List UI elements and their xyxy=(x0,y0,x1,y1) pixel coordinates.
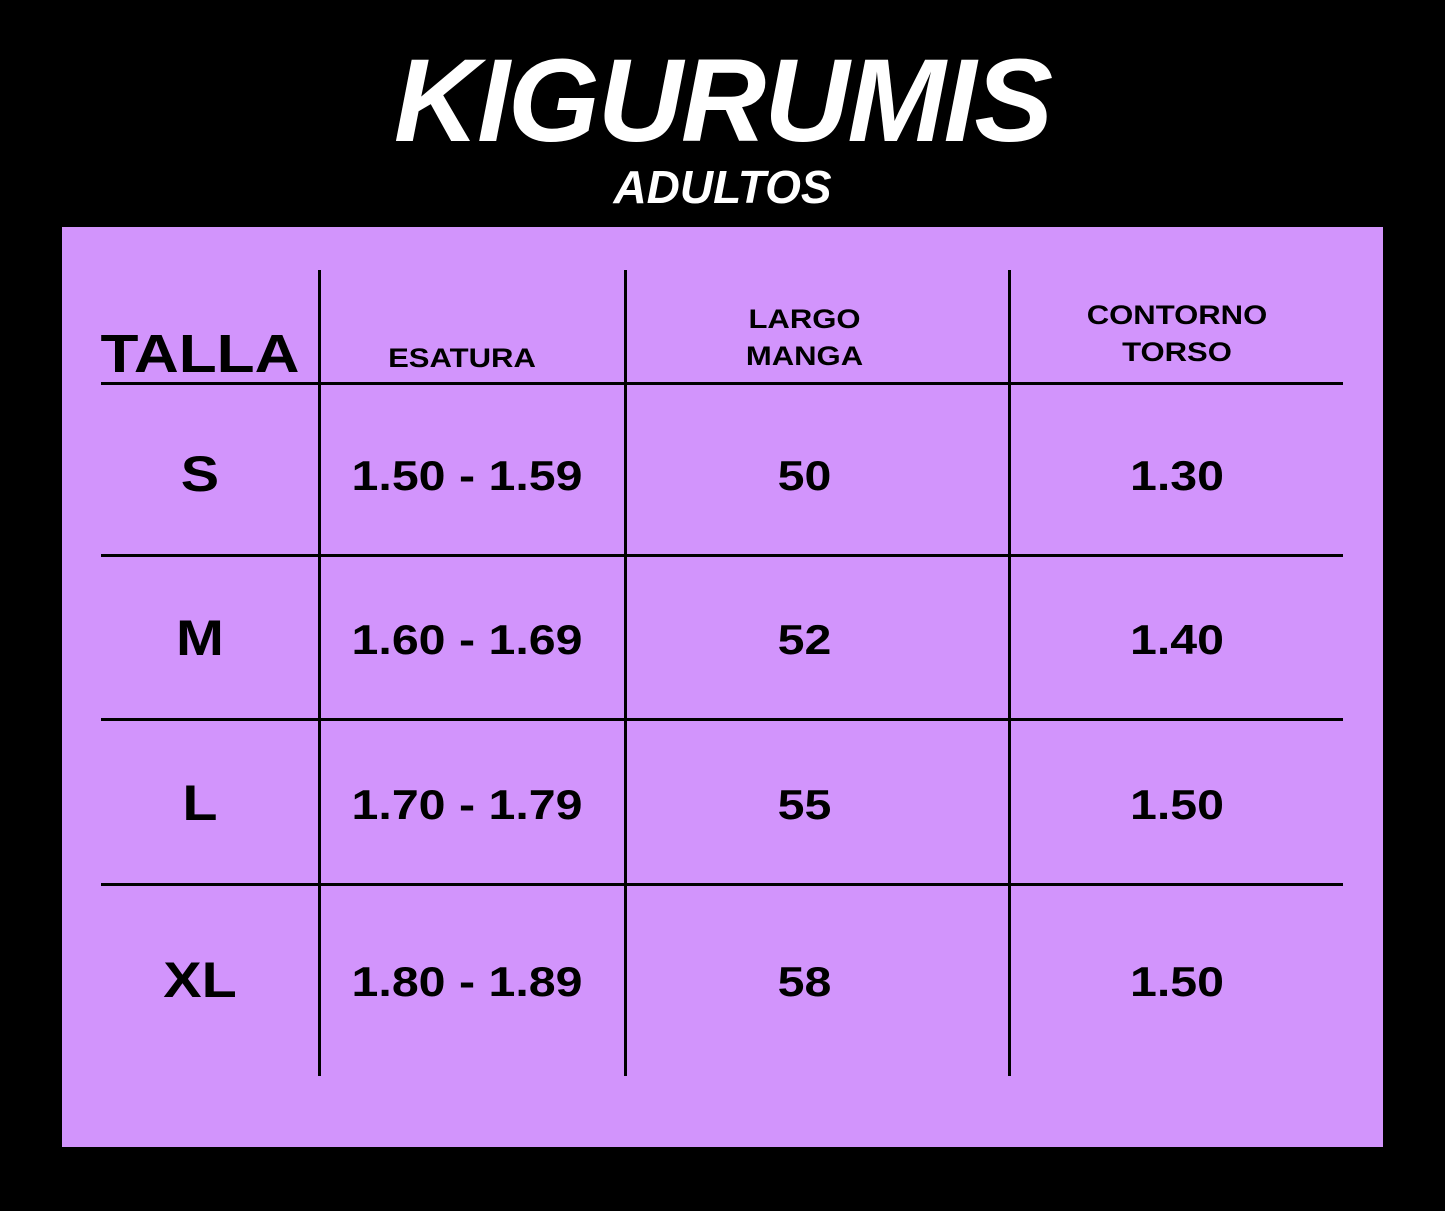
row-divider xyxy=(101,382,1343,385)
cell-torso: 1.40 xyxy=(1129,616,1225,663)
size-table: TALLA ESATURA LARGO MANGA CONTORNO TORSO… xyxy=(62,227,1383,1147)
cell-torso: 1.50 xyxy=(1129,958,1225,1005)
column-divider xyxy=(1008,270,1011,1076)
cell-sleeve-length: 52 xyxy=(777,616,832,663)
cell-torso: 1.30 xyxy=(1129,452,1225,499)
cell-height: 1.50 - 1.59 xyxy=(351,452,583,499)
cell-torso: 1.50 xyxy=(1129,781,1225,828)
header-contorno-line1: CONTORNO xyxy=(1086,300,1268,330)
cell-size: L xyxy=(182,775,218,831)
cell-height: 1.80 - 1.89 xyxy=(351,958,583,1005)
cell-size: S xyxy=(180,446,220,502)
header-largo-line1: LARGO xyxy=(748,304,861,334)
column-divider xyxy=(318,270,321,1076)
cell-size: M xyxy=(176,610,224,666)
page-subtitle: ADULTOS xyxy=(613,161,832,213)
cell-sleeve-length: 55 xyxy=(777,781,832,828)
cell-size: XL xyxy=(163,952,237,1008)
header-largo-line2: MANGA xyxy=(745,341,864,371)
row-divider xyxy=(101,883,1343,886)
header-contorno-line2: TORSO xyxy=(1122,337,1232,367)
page-title: KIGURUMIS xyxy=(393,35,1053,167)
header-estatura: ESATURA xyxy=(388,343,536,373)
cell-height: 1.60 - 1.69 xyxy=(351,616,583,663)
row-divider xyxy=(101,554,1343,557)
cell-sleeve-length: 58 xyxy=(777,958,832,1005)
cell-sleeve-length: 50 xyxy=(777,452,832,499)
column-divider xyxy=(624,270,627,1076)
header-talla: TALLA xyxy=(100,324,300,384)
row-divider xyxy=(101,718,1343,721)
cell-height: 1.70 - 1.79 xyxy=(351,781,583,828)
